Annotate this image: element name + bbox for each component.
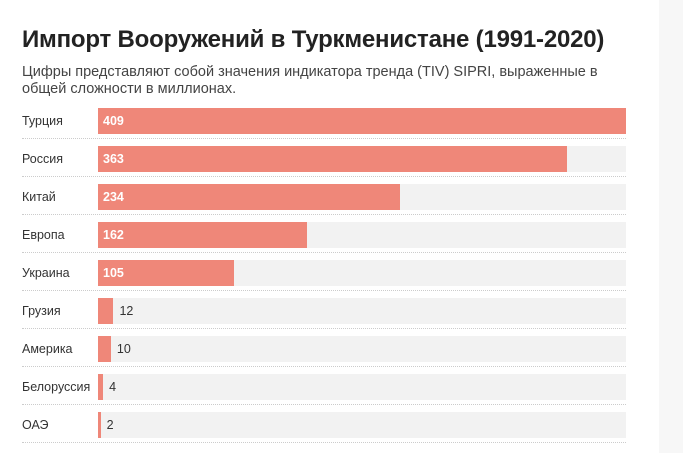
bar-row: Америка 10 [22, 330, 626, 368]
row-separator [22, 328, 626, 329]
bar [98, 412, 101, 438]
value-label: 2 [106, 418, 114, 432]
bar [98, 260, 234, 286]
category-label: Америка [22, 342, 73, 356]
bar-track: 4 [98, 374, 626, 400]
value-label: 409 [103, 114, 124, 128]
bar [98, 298, 114, 324]
bar-track: 363 [98, 146, 626, 172]
bar [98, 184, 401, 210]
value-label: 363 [103, 152, 124, 166]
bar [98, 374, 104, 400]
row-separator [22, 138, 626, 139]
row-separator [22, 252, 626, 253]
bar [98, 222, 308, 248]
category-label: Белоруссия [22, 380, 91, 394]
value-label: 234 [103, 190, 124, 204]
value-label: 162 [103, 228, 124, 242]
category-label: Турция [22, 114, 63, 128]
bar [98, 336, 111, 362]
bar-track: 10 [98, 336, 626, 362]
category-label: ОАЭ [22, 418, 49, 432]
value-label: 10 [116, 342, 131, 356]
chart-subtitle: Цифры представляют собой значения индика… [22, 64, 598, 97]
category-label: Европа [22, 228, 65, 242]
row-separator [22, 176, 626, 177]
bar [98, 108, 626, 134]
bar-row: Турция 409 [22, 102, 626, 140]
row-separator [22, 366, 626, 367]
bar-track: 12 [98, 298, 626, 324]
bar-track: 234 [98, 184, 626, 210]
bar-track: 2 [98, 412, 626, 438]
value-label: 4 [109, 380, 117, 394]
category-label: Украина [22, 266, 70, 280]
row-separator [22, 404, 626, 405]
value-label: 105 [103, 266, 124, 280]
bar-track: 105 [98, 260, 626, 286]
category-label: Грузия [22, 304, 61, 318]
bar-row: Россия 363 [22, 140, 626, 178]
bar-row: Грузия 12 [22, 292, 626, 330]
bar-row: ОАЭ 2 [22, 406, 626, 444]
category-label: Россия [22, 152, 63, 166]
bar-track: 162 [98, 222, 626, 248]
row-separator [22, 214, 626, 215]
bar [98, 146, 567, 172]
bar-track: 409 [98, 108, 626, 134]
row-separator [22, 442, 626, 443]
bar-row: Европа 162 [22, 216, 626, 254]
value-label: 12 [119, 304, 134, 318]
side-panel [659, 0, 683, 453]
bar-row: Китай 234 [22, 178, 626, 216]
bar-row: Украина 105 [22, 254, 626, 292]
chart-title: Импорт Вооружений в Туркменистане (1991-… [22, 26, 605, 53]
category-label: Китай [22, 190, 56, 204]
bar-row: Белоруссия 4 [22, 368, 626, 406]
row-separator [22, 290, 626, 291]
